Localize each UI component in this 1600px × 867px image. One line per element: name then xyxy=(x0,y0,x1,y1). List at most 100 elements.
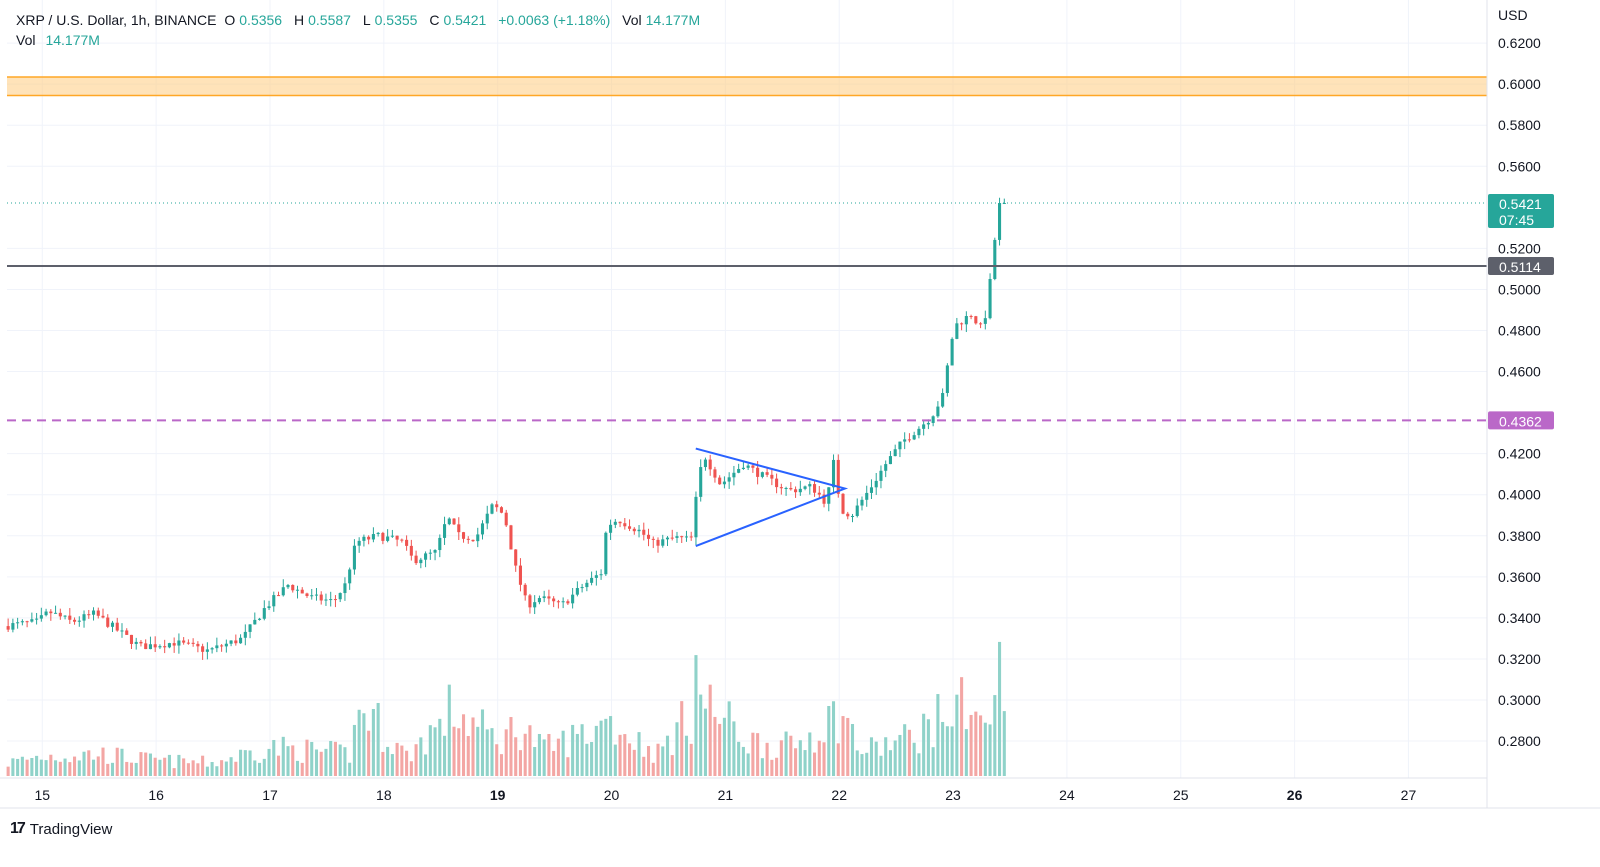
resistance-zone xyxy=(7,76,1487,96)
candle-body xyxy=(163,646,167,648)
candle-body xyxy=(329,599,333,601)
candle-body xyxy=(789,487,793,490)
volume-bar xyxy=(229,757,233,776)
candle-body xyxy=(201,646,205,652)
volume-bar xyxy=(243,750,247,776)
volume-bar xyxy=(803,750,807,776)
volume-bar xyxy=(267,748,271,776)
candle-body xyxy=(362,536,366,541)
volume-bar xyxy=(262,758,266,776)
volume-bar xyxy=(106,763,110,776)
volume-bar xyxy=(590,741,594,776)
price-tick-label: 0.4200 xyxy=(1498,446,1541,462)
candle-body xyxy=(737,468,741,473)
candle-body xyxy=(286,584,290,588)
legend-high-value: 0.5587 xyxy=(308,12,351,28)
volume-bar xyxy=(770,759,774,776)
volume-bar xyxy=(775,757,779,776)
volume-bar xyxy=(139,752,143,776)
candle-body xyxy=(461,532,466,539)
volume-bar xyxy=(841,716,845,776)
volume-bar xyxy=(817,740,821,776)
candle-body xyxy=(675,536,679,538)
volume-bar xyxy=(490,728,494,776)
price-tick-label: 0.5000 xyxy=(1498,281,1541,297)
volume-bar xyxy=(537,733,541,776)
volume-bar xyxy=(618,734,622,776)
candle-body xyxy=(741,467,745,469)
price-tick-label: 0.2800 xyxy=(1498,733,1541,749)
volume-bar xyxy=(234,761,238,776)
legend-close-label: C xyxy=(429,12,440,28)
volume-bar xyxy=(528,725,532,776)
candle-body xyxy=(471,539,475,542)
volume-bar xyxy=(798,740,802,776)
candle-body xyxy=(205,649,209,652)
candle-body xyxy=(191,642,195,644)
candle-body xyxy=(860,499,864,506)
volume-bar xyxy=(789,735,793,776)
price-tick-label: 0.4800 xyxy=(1498,322,1541,338)
time-tick-label: 24 xyxy=(1059,787,1075,803)
volume-bar xyxy=(846,717,850,776)
volume-bars xyxy=(6,641,1006,776)
volume-bar xyxy=(281,736,285,776)
volume-bar xyxy=(419,737,423,776)
volume-bar xyxy=(585,743,589,776)
volume-bar xyxy=(675,722,679,776)
candle-body xyxy=(922,424,926,429)
candle-body xyxy=(708,459,712,470)
candle-body xyxy=(476,534,480,542)
volume-bar xyxy=(110,762,115,776)
volume-bar xyxy=(215,766,219,776)
volume-bar xyxy=(452,726,456,776)
tradingview-brand[interactable]: 17 TradingView xyxy=(10,820,112,838)
candle-body xyxy=(20,621,24,623)
volume-bar xyxy=(556,738,560,776)
legend-symbol[interactable]: XRP / U.S. Dollar, 1h, BINANCE xyxy=(16,12,217,28)
volume-bar xyxy=(333,741,337,776)
candle-body xyxy=(77,620,81,622)
volume-bar xyxy=(960,677,964,776)
volume-bar xyxy=(941,721,945,776)
time-tick-label: 19 xyxy=(490,787,506,803)
volume-bar xyxy=(39,759,43,776)
candle-body xyxy=(73,619,77,622)
volume-bar xyxy=(518,750,522,776)
volume-bar xyxy=(167,754,171,776)
candle-body xyxy=(656,539,660,546)
candle-body xyxy=(775,478,779,488)
candle-body xyxy=(718,477,722,485)
volume-bar xyxy=(580,724,584,776)
volume-bar xyxy=(68,762,72,776)
candle-body xyxy=(850,515,855,517)
volume-bar xyxy=(751,732,755,776)
volume-bar xyxy=(201,755,205,776)
volume-bar xyxy=(632,749,636,776)
candle-body xyxy=(234,640,238,644)
volume-bar xyxy=(205,766,209,776)
candle-body xyxy=(333,599,337,601)
candle-body xyxy=(784,487,788,489)
volume-bar xyxy=(670,755,674,776)
candle-body xyxy=(993,239,997,279)
volume-bar xyxy=(888,750,892,776)
candle-body xyxy=(457,524,461,533)
price-tick-label: 0.3200 xyxy=(1498,651,1541,667)
candle-body xyxy=(808,484,812,487)
volume-bar xyxy=(16,758,20,776)
volume-bar xyxy=(665,735,670,776)
candle-body xyxy=(632,528,636,532)
candle-body xyxy=(561,601,565,603)
candle-body xyxy=(983,318,987,324)
volume-bar xyxy=(604,718,608,776)
candle-body xyxy=(49,611,53,614)
volume-bar xyxy=(87,750,91,776)
volume-bar xyxy=(741,746,745,776)
candle-body xyxy=(699,467,703,497)
volume-bar xyxy=(945,726,949,776)
candle-body xyxy=(348,569,352,584)
volume-bar xyxy=(552,750,556,776)
candle-body xyxy=(609,524,613,533)
